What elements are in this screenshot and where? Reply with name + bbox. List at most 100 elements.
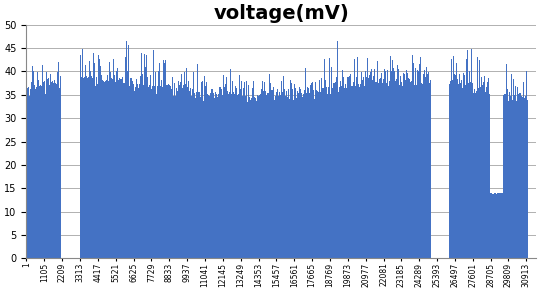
Bar <box>232 81 233 258</box>
Bar <box>392 72 393 258</box>
Bar <box>198 92 199 258</box>
Bar <box>390 56 391 258</box>
Bar <box>69 47 70 258</box>
Bar <box>291 83 292 258</box>
Bar <box>182 88 183 258</box>
Bar <box>158 71 159 258</box>
Bar <box>468 83 469 258</box>
Bar <box>465 59 467 258</box>
Bar <box>125 57 126 258</box>
Bar <box>240 88 241 258</box>
Bar <box>85 76 86 258</box>
Bar <box>228 94 229 258</box>
Bar <box>325 80 326 258</box>
Bar <box>259 95 260 258</box>
Bar <box>321 78 322 258</box>
Bar <box>78 75 79 258</box>
Bar <box>103 81 104 258</box>
Bar <box>394 71 395 258</box>
Bar <box>489 93 490 258</box>
Bar <box>411 81 413 258</box>
Bar <box>288 89 289 258</box>
Bar <box>226 77 227 258</box>
Bar <box>348 77 349 258</box>
Bar <box>217 97 218 258</box>
Bar <box>191 96 192 258</box>
Bar <box>272 90 273 258</box>
Bar <box>268 93 269 258</box>
Bar <box>188 81 189 258</box>
Bar <box>352 86 353 258</box>
Bar <box>481 77 482 258</box>
Bar <box>485 87 487 258</box>
Bar <box>63 68 64 258</box>
Bar <box>510 96 511 258</box>
Bar <box>297 91 298 258</box>
Bar <box>443 86 444 258</box>
Bar <box>277 88 278 258</box>
Bar <box>430 80 431 258</box>
Bar <box>44 81 45 258</box>
Bar <box>526 100 528 258</box>
Bar <box>516 101 517 258</box>
Bar <box>257 95 258 258</box>
Bar <box>461 80 462 258</box>
Bar <box>399 69 400 258</box>
Bar <box>218 94 219 258</box>
Bar <box>177 91 178 258</box>
Bar <box>460 83 461 258</box>
Bar <box>66 82 68 258</box>
Bar <box>45 94 46 258</box>
Bar <box>33 71 35 258</box>
Bar <box>46 72 48 258</box>
Bar <box>317 91 318 258</box>
Bar <box>431 65 433 258</box>
Bar <box>247 102 248 258</box>
Bar <box>260 94 261 258</box>
Bar <box>347 77 348 258</box>
Bar <box>387 70 388 258</box>
Bar <box>336 77 337 258</box>
Bar <box>478 60 480 258</box>
Bar <box>94 86 96 258</box>
Bar <box>204 76 205 258</box>
Bar <box>40 85 42 258</box>
Bar <box>159 63 160 258</box>
Bar <box>221 89 222 258</box>
Bar <box>458 74 460 258</box>
Bar <box>299 87 300 258</box>
Bar <box>148 85 150 258</box>
Bar <box>93 63 94 258</box>
Bar <box>36 88 37 258</box>
Bar <box>331 67 332 258</box>
Bar <box>340 81 341 258</box>
Bar <box>350 74 351 258</box>
Bar <box>503 95 504 258</box>
Bar <box>239 75 240 258</box>
Bar <box>89 61 90 258</box>
Bar <box>132 81 133 258</box>
Bar <box>388 86 389 258</box>
Bar <box>296 97 297 258</box>
Bar <box>84 77 85 258</box>
Bar <box>498 193 500 258</box>
Bar <box>423 74 424 258</box>
Bar <box>289 99 290 258</box>
Bar <box>173 95 174 258</box>
Bar <box>476 91 477 258</box>
Bar <box>51 82 52 258</box>
Bar <box>169 85 170 258</box>
Bar <box>335 82 336 258</box>
Bar <box>300 89 301 258</box>
Bar <box>215 92 216 258</box>
Bar <box>245 96 246 258</box>
Bar <box>491 194 492 258</box>
Bar <box>87 77 89 258</box>
Bar <box>298 93 299 258</box>
Bar <box>264 82 265 258</box>
Bar <box>190 88 191 258</box>
Bar <box>329 58 330 258</box>
Bar <box>319 80 320 258</box>
Bar <box>389 81 390 258</box>
Bar <box>113 75 114 258</box>
